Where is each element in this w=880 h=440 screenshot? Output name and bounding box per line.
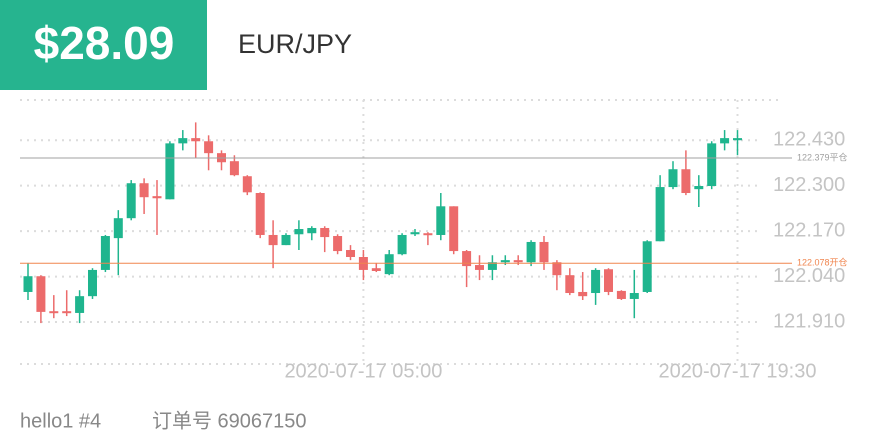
price-badge — [0, 0, 207, 90]
candle-body — [475, 265, 484, 270]
x-tick-label: 2020-07-17 19:30 — [659, 360, 817, 382]
price: $28.09 — [34, 17, 175, 69]
candle-body — [281, 234, 291, 246]
candle-body — [487, 262, 497, 270]
y-tick-label: 122.040 — [773, 265, 845, 287]
candle-body — [681, 169, 691, 194]
candle-body — [268, 234, 278, 246]
candle-body — [707, 143, 717, 187]
candle-body — [100, 236, 110, 270]
candle-body — [62, 311, 72, 314]
x-tick-label: 2020-07-17 05:00 — [284, 360, 442, 382]
candle-body — [139, 183, 149, 198]
candle-body — [733, 138, 742, 141]
price-line-label: 122.379平仓 — [797, 151, 848, 162]
candle-body — [604, 269, 613, 292]
candle-body — [539, 241, 549, 263]
candle-body — [346, 250, 355, 258]
candle-body — [229, 161, 239, 176]
y-tick-label: 122.300 — [773, 174, 845, 196]
candle-body — [75, 296, 85, 313]
symbol: EUR/JPY — [238, 29, 352, 59]
candle-body — [152, 196, 162, 199]
candle-body — [36, 276, 46, 312]
candle-body — [320, 227, 330, 238]
candle-body — [500, 260, 510, 263]
candle-body — [565, 275, 575, 294]
candle-body — [591, 269, 601, 294]
candle-body — [423, 233, 433, 236]
candle-body — [126, 183, 136, 219]
candle-body — [178, 138, 188, 144]
candle-body — [642, 241, 652, 292]
candle-body — [165, 143, 175, 200]
candle-body — [23, 276, 33, 292]
candle-body — [462, 251, 472, 267]
candle-body — [720, 138, 730, 144]
candle-body — [255, 193, 265, 235]
account: hello1 #4 — [20, 410, 101, 432]
candle-body — [526, 241, 536, 263]
candle-body — [436, 206, 446, 235]
candle-body — [204, 141, 214, 154]
candle-body — [384, 254, 394, 275]
candle-body — [88, 269, 97, 297]
candle-body — [552, 262, 562, 276]
order-number: 订单号 69067150 — [152, 409, 307, 432]
y-tick-label: 122.430 — [773, 128, 845, 150]
plot: 122.430 122.300 122.170 122.040 121.910 2020-… — [20, 99, 848, 382]
candle-body — [694, 186, 704, 190]
y-tick-label: 121.910 — [773, 310, 845, 332]
candle-body — [49, 311, 59, 314]
candle-body — [242, 176, 252, 193]
candle-body — [113, 218, 123, 239]
candle-body — [294, 229, 304, 235]
price-line-label: 122.078开仓 — [797, 257, 848, 268]
candle-body — [668, 169, 678, 188]
candle-body — [333, 236, 343, 252]
candle-body — [397, 234, 407, 255]
candle-body — [616, 290, 626, 299]
candle-body — [513, 260, 523, 263]
candle-body — [410, 232, 420, 235]
candle-body — [191, 138, 201, 142]
candle-body — [371, 268, 381, 271]
candle-body — [655, 187, 665, 242]
candle-body — [449, 206, 459, 252]
candle-body — [629, 293, 639, 299]
y-tick-label: 122.170 — [773, 219, 845, 241]
candle-body — [578, 291, 588, 297]
candle-body — [307, 227, 317, 234]
